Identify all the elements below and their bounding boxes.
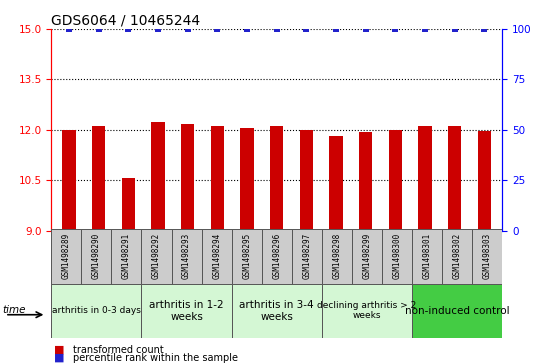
Bar: [478, 131, 491, 231]
Text: ■: ■: [54, 345, 64, 355]
Point: [184, 26, 192, 32]
Bar: [111, 229, 141, 285]
Bar: [172, 229, 201, 285]
Bar: [322, 229, 352, 285]
Text: non-induced control: non-induced control: [405, 306, 509, 316]
Text: GSM1498299: GSM1498299: [362, 233, 372, 280]
Bar: [442, 229, 472, 285]
Point: [361, 26, 370, 32]
Bar: [448, 126, 461, 231]
Text: declining arthritis > 2
weeks: declining arthritis > 2 weeks: [318, 301, 416, 321]
Bar: [382, 229, 412, 285]
Text: GSM1498295: GSM1498295: [242, 233, 251, 280]
Bar: [211, 126, 224, 231]
Text: GSM1498300: GSM1498300: [393, 233, 401, 280]
Bar: [63, 130, 76, 231]
Text: GSM1498298: GSM1498298: [332, 233, 341, 280]
Bar: [122, 179, 135, 231]
Bar: [322, 284, 412, 338]
Text: GSM1498289: GSM1498289: [62, 233, 71, 280]
Bar: [412, 229, 442, 285]
Point: [65, 26, 73, 32]
Point: [480, 26, 489, 32]
Bar: [51, 229, 82, 285]
Bar: [359, 132, 373, 231]
Bar: [201, 229, 232, 285]
Bar: [412, 284, 502, 338]
Point: [124, 26, 133, 32]
Bar: [270, 126, 284, 231]
Bar: [92, 126, 105, 231]
Text: GSM1498294: GSM1498294: [212, 233, 221, 280]
Bar: [472, 229, 502, 285]
Point: [213, 26, 222, 32]
Bar: [292, 229, 322, 285]
Text: GSM1498302: GSM1498302: [453, 233, 462, 280]
Bar: [329, 136, 343, 231]
Bar: [262, 229, 292, 285]
Text: GSM1498297: GSM1498297: [302, 233, 311, 280]
Text: time: time: [3, 305, 26, 315]
Point: [421, 26, 429, 32]
Text: GSM1498301: GSM1498301: [422, 233, 431, 280]
Text: arthritis in 1-2
weeks: arthritis in 1-2 weeks: [149, 300, 224, 322]
Point: [391, 26, 400, 32]
Bar: [141, 229, 172, 285]
Bar: [51, 284, 141, 338]
Bar: [352, 229, 382, 285]
Bar: [232, 229, 262, 285]
Bar: [300, 130, 313, 231]
Text: GSM1498291: GSM1498291: [122, 233, 131, 280]
Bar: [418, 126, 432, 231]
Text: transformed count: transformed count: [73, 345, 164, 355]
Text: GSM1498292: GSM1498292: [152, 233, 161, 280]
Point: [94, 26, 103, 32]
Text: GSM1498290: GSM1498290: [92, 233, 101, 280]
Bar: [141, 284, 232, 338]
Point: [154, 26, 163, 32]
Point: [273, 26, 281, 32]
Text: arthritis in 0-3 days: arthritis in 0-3 days: [52, 306, 141, 315]
Text: arthritis in 3-4
weeks: arthritis in 3-4 weeks: [239, 300, 314, 322]
Bar: [240, 128, 254, 231]
Text: percentile rank within the sample: percentile rank within the sample: [73, 353, 238, 363]
Text: GSM1498296: GSM1498296: [272, 233, 281, 280]
Point: [332, 26, 340, 32]
Text: GDS6064 / 10465244: GDS6064 / 10465244: [51, 14, 200, 28]
Bar: [181, 124, 194, 231]
Bar: [232, 284, 322, 338]
Bar: [82, 229, 111, 285]
Point: [450, 26, 459, 32]
Point: [243, 26, 252, 32]
Text: GSM1498293: GSM1498293: [182, 233, 191, 280]
Text: ■: ■: [54, 353, 64, 363]
Text: GSM1498303: GSM1498303: [483, 233, 491, 280]
Bar: [389, 130, 402, 231]
Point: [302, 26, 310, 32]
Bar: [151, 122, 165, 231]
